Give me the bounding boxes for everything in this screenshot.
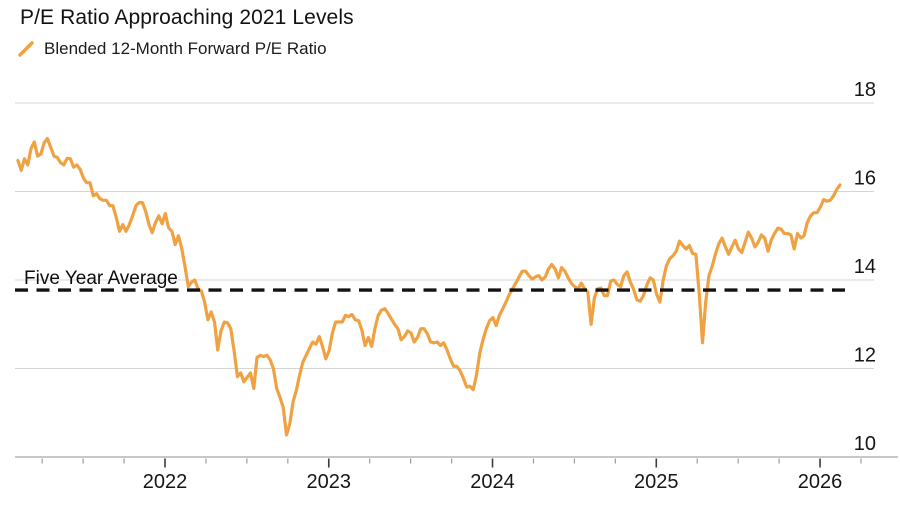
y-tick-label: 14 bbox=[854, 256, 876, 278]
gridlines bbox=[15, 102, 898, 458]
legend-label: Blended 12-Month Forward P/E Ratio bbox=[44, 39, 327, 58]
y-axis-labels: 10 12 14 16 18 bbox=[854, 79, 876, 455]
chart-title: P/E Ratio Approaching 2021 Levels bbox=[20, 6, 354, 29]
x-tick-label: 2025 bbox=[634, 471, 679, 493]
pe-ratio-line bbox=[16, 136, 842, 437]
y-tick-label: 10 bbox=[854, 433, 876, 455]
x-axis-ticks bbox=[41, 458, 862, 468]
x-tick-label: 2023 bbox=[307, 471, 352, 493]
average-line-label: Five Year Average bbox=[24, 268, 178, 289]
legend-line-icon bbox=[18, 40, 34, 57]
y-tick-label: 16 bbox=[854, 168, 876, 190]
x-tick-label: 2026 bbox=[798, 471, 843, 493]
x-axis-labels: 2022 2023 2024 2025 2026 bbox=[143, 471, 843, 493]
x-tick-label: 2022 bbox=[143, 471, 188, 493]
legend: Blended 12-Month Forward P/E Ratio bbox=[18, 39, 327, 59]
y-tick-label: 18 bbox=[854, 79, 876, 101]
x-tick-label: 2024 bbox=[470, 471, 515, 493]
y-tick-label: 12 bbox=[854, 345, 876, 367]
